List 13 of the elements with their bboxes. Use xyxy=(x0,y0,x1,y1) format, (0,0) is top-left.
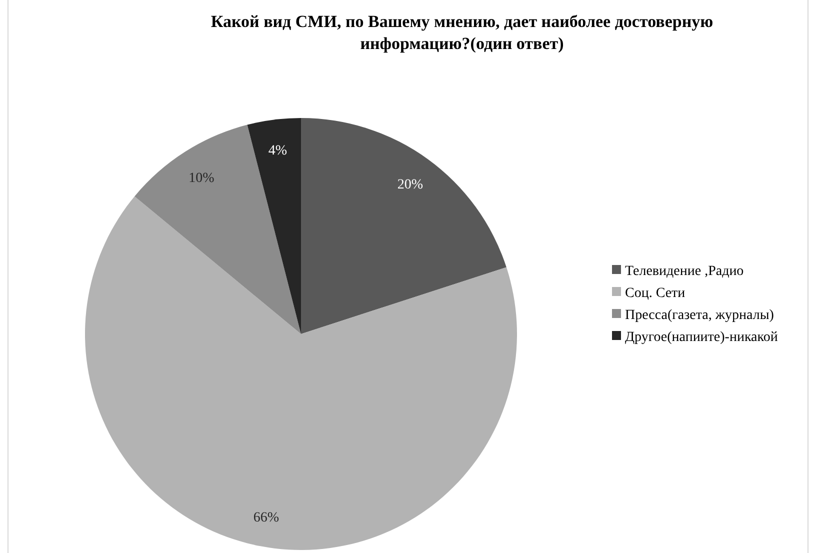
legend-label: Пресса(газета, журналы) xyxy=(625,308,774,323)
legend-label: Соц. Сети xyxy=(625,286,686,301)
data-label: 4% xyxy=(268,144,288,159)
pie-slice xyxy=(247,118,301,334)
chart-title: Какой вид СМИ, по Вашему мнению, дает наиболее достоверную информацию?(один ответ) xyxy=(210,12,714,53)
data-label: 20% xyxy=(397,178,424,193)
legend-label: Телевидение ,Радио xyxy=(625,264,744,279)
pie-slice xyxy=(301,118,506,334)
data-label: 10% xyxy=(188,171,215,186)
data-label: 66% xyxy=(253,510,280,526)
pie-slice xyxy=(134,124,301,334)
pie-slice xyxy=(85,196,517,550)
legend-label: Другое(напиите)-никакой xyxy=(625,330,778,345)
